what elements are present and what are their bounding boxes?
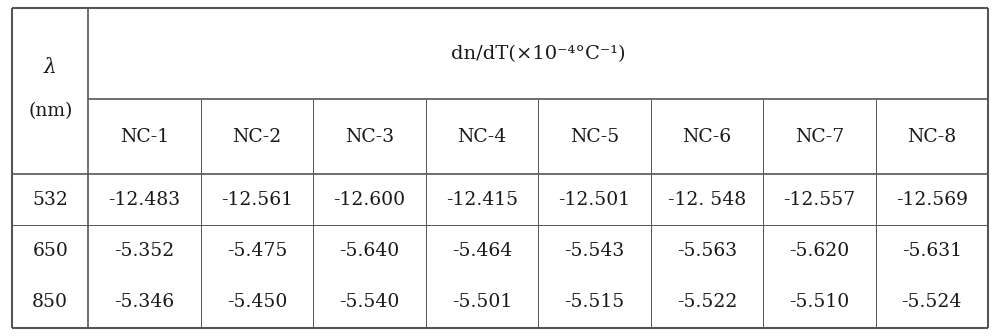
Text: -5.631: -5.631 xyxy=(902,242,962,260)
Text: -5.620: -5.620 xyxy=(789,242,849,260)
Text: NC-3: NC-3 xyxy=(345,128,394,146)
Text: -5.464: -5.464 xyxy=(452,242,512,260)
Text: -5.563: -5.563 xyxy=(677,242,737,260)
Text: -5.515: -5.515 xyxy=(564,293,625,311)
Text: -5.540: -5.540 xyxy=(339,293,400,311)
Text: -12.415: -12.415 xyxy=(446,191,518,209)
Text: NC-5: NC-5 xyxy=(570,128,619,146)
Text: -5.510: -5.510 xyxy=(789,293,849,311)
Text: -5.522: -5.522 xyxy=(677,293,737,311)
Text: NC-7: NC-7 xyxy=(795,128,844,146)
Text: 650: 650 xyxy=(32,242,68,260)
Text: -12.569: -12.569 xyxy=(896,191,968,209)
Text: NC-4: NC-4 xyxy=(457,128,507,146)
Text: -5.640: -5.640 xyxy=(339,242,400,260)
Text: λ: λ xyxy=(44,58,57,77)
Text: -5.352: -5.352 xyxy=(115,242,175,260)
Text: NC-2: NC-2 xyxy=(232,128,282,146)
Text: -12.561: -12.561 xyxy=(221,191,293,209)
Text: -5.346: -5.346 xyxy=(115,293,175,311)
Text: (nm): (nm) xyxy=(28,102,72,121)
Text: -12.483: -12.483 xyxy=(109,191,181,209)
Text: dn/dT(×10⁻⁴°C⁻¹): dn/dT(×10⁻⁴°C⁻¹) xyxy=(451,45,625,63)
Text: NC-6: NC-6 xyxy=(682,128,731,146)
Text: -5.501: -5.501 xyxy=(452,293,512,311)
Text: -12.600: -12.600 xyxy=(334,191,406,209)
Text: -12. 548: -12. 548 xyxy=(668,191,746,209)
Text: -5.475: -5.475 xyxy=(227,242,287,260)
Text: -5.543: -5.543 xyxy=(564,242,625,260)
Text: -5.450: -5.450 xyxy=(227,293,287,311)
Text: NC-1: NC-1 xyxy=(120,128,169,146)
Text: 532: 532 xyxy=(32,191,68,209)
Text: 850: 850 xyxy=(32,293,68,311)
Text: -5.524: -5.524 xyxy=(902,293,962,311)
Text: -12.501: -12.501 xyxy=(558,191,631,209)
Text: -12.557: -12.557 xyxy=(783,191,855,209)
Text: NC-8: NC-8 xyxy=(907,128,956,146)
